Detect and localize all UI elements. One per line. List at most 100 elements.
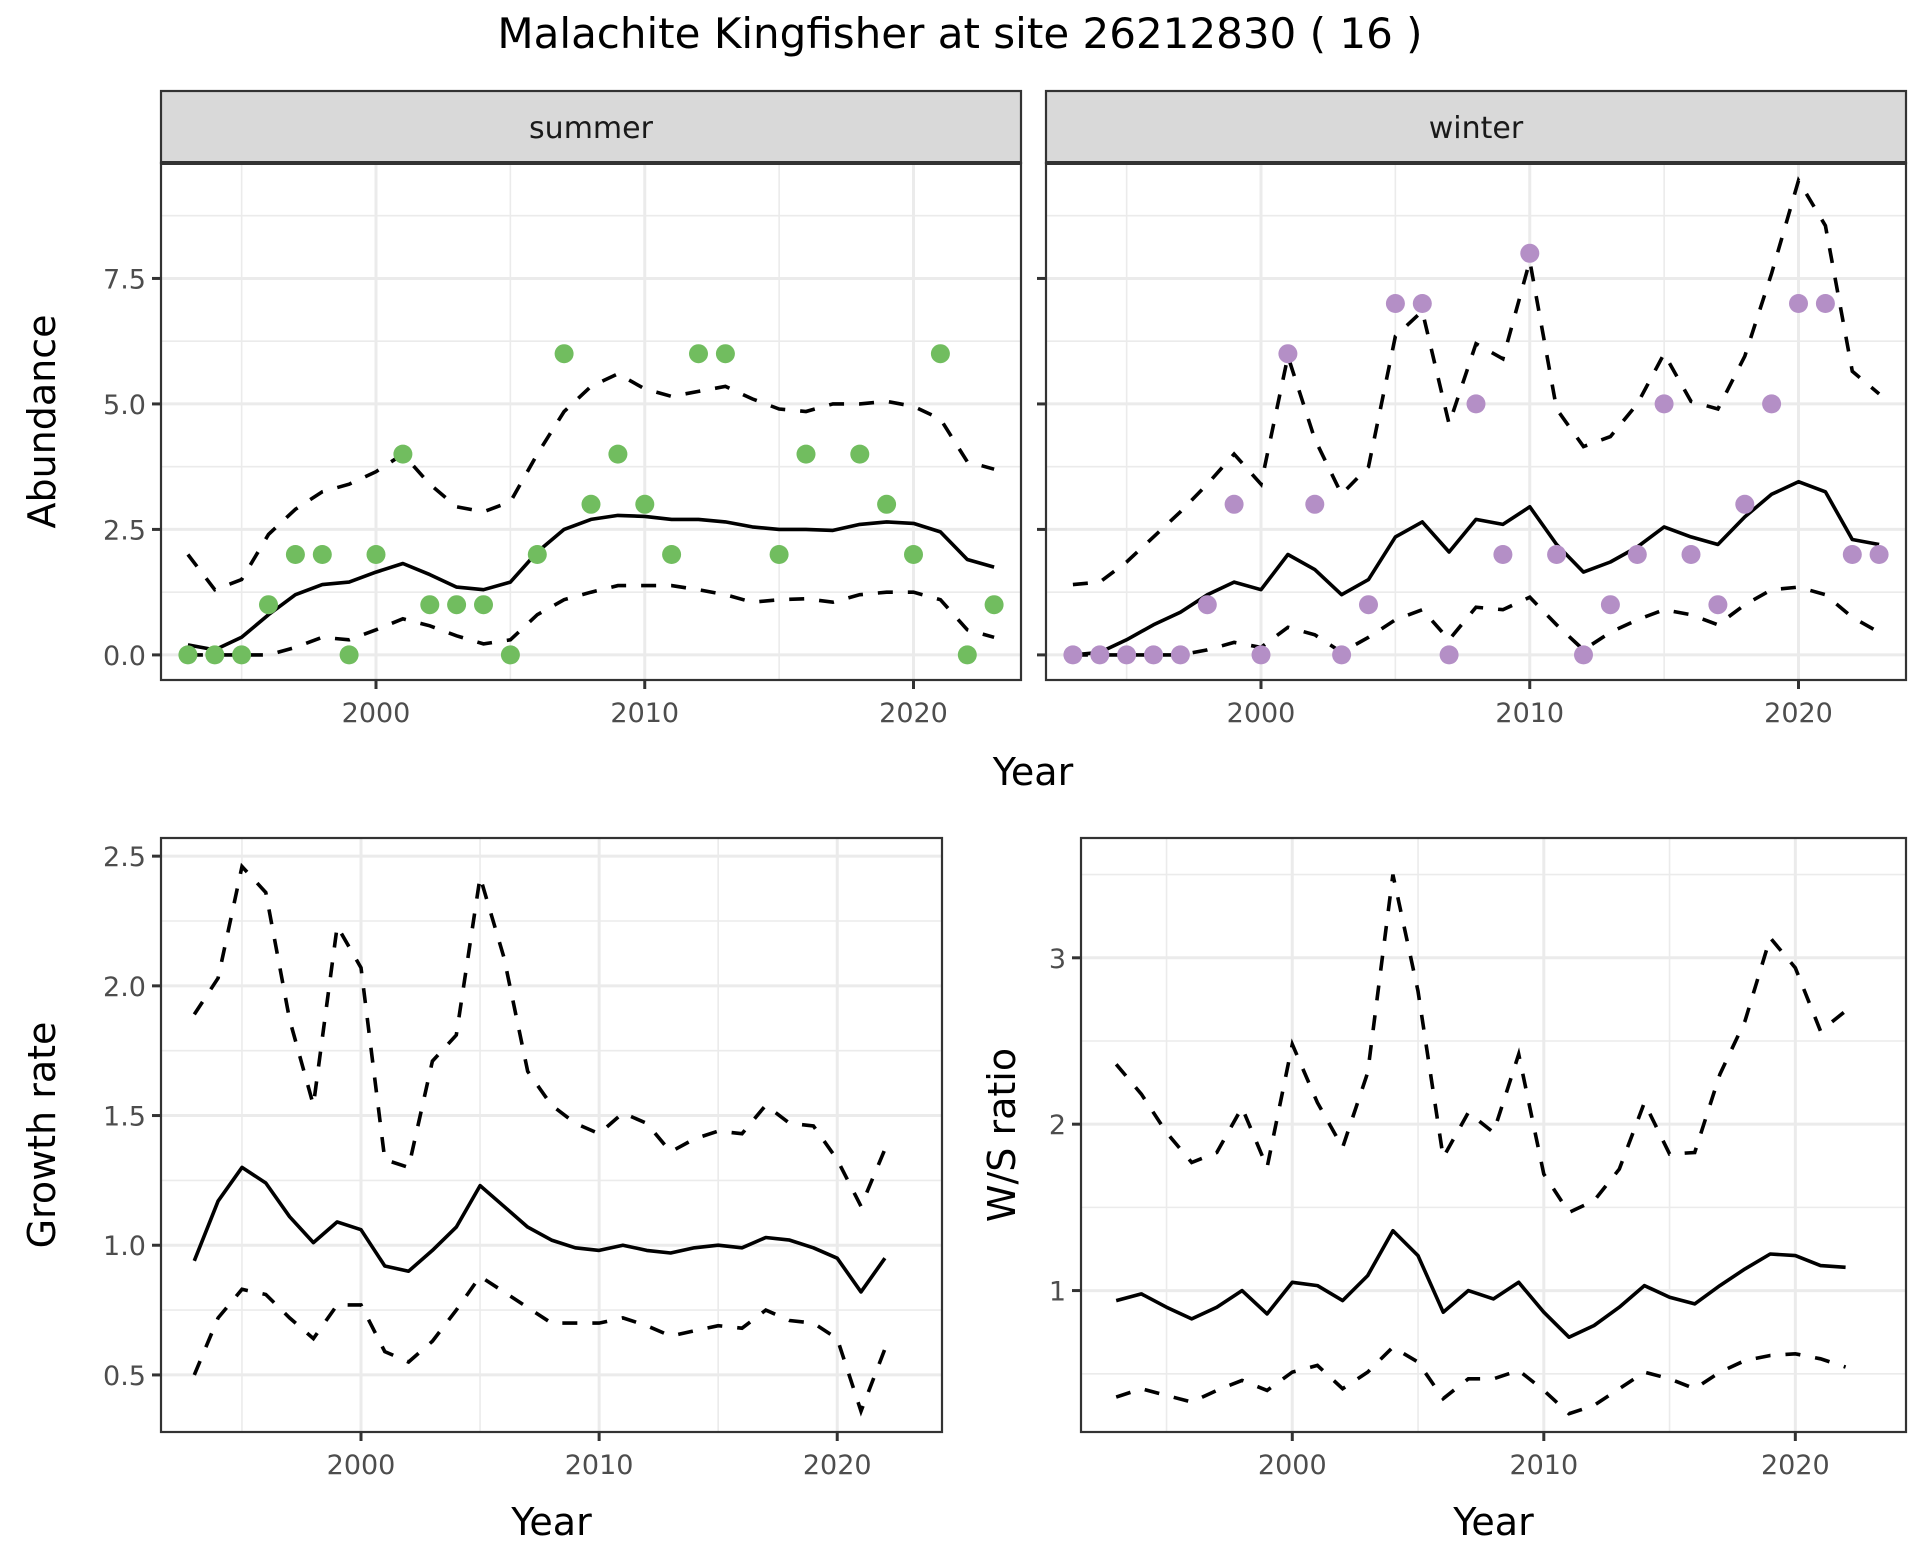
data-point [178,645,198,665]
panel-border [1079,836,1908,1434]
y-tick-label: 2.5 [103,515,146,546]
y-tick-label: 0.0 [103,641,146,672]
series-line-lower [192,1273,887,1417]
data-point [1735,494,1755,514]
data-point [1789,294,1808,313]
x-tick-label: 2000 [1227,698,1296,729]
series-line-upper [1114,874,1847,1215]
series-line-lower [187,583,995,657]
data-point [366,545,386,564]
data-point [1520,243,1540,263]
series-line-upper [192,862,887,1211]
data-point [1466,394,1486,414]
data-point [1412,294,1432,313]
data-point [1332,645,1352,665]
panel-summer: summer 2000 2010 2020 0.0 2.5 5.0 7.5 Abundance [20,89,1023,729]
y-tick-label: 3 [1049,944,1066,975]
data-point [1681,545,1701,564]
data-point [420,595,440,615]
data-point [1251,645,1271,665]
y-tick-label: 0.5 [103,1361,146,1392]
data-point [957,645,977,665]
x-tick-label: 2020 [803,1450,872,1481]
data-point [769,545,789,564]
y-axis-title: W/S ratio [980,1048,1024,1222]
y-tick-label: 2 [1049,1110,1066,1141]
panel-border [159,836,944,1434]
data-point [312,545,332,564]
data-point [447,595,467,615]
top-xaxis-title: Year [992,750,1074,794]
panel-ws_ratio: 2000 2010 2020 1 2 3 W/S ratio Year [980,836,1908,1544]
data-point [285,545,305,564]
data-point [1627,545,1647,564]
x-tick-label: 2000 [327,1450,396,1481]
data-point [1117,645,1137,665]
x-tick-label: 2020 [879,698,948,729]
x-tick-label: 2020 [1761,1450,1830,1481]
data-point [232,645,252,665]
data-point [1305,494,1325,514]
series-line-lower [1072,585,1880,657]
data-point [1493,545,1513,564]
data-point [1385,294,1405,313]
data-point [689,344,708,364]
y-tick-label: 2.5 [103,842,146,873]
series-line-estimate [1072,479,1880,657]
x-tick-label: 2010 [1509,1450,1578,1481]
x-tick-label: 2010 [610,698,679,729]
x-axis-title: Year [510,1500,592,1544]
y-axis-title: Growth rate [20,1022,64,1249]
panel-winter: winter 2000 2010 2020 [1037,89,1908,729]
data-point [850,444,870,464]
data-point [1842,545,1862,564]
data-point [930,344,950,364]
y-tick-label: 7.5 [103,264,146,295]
y-tick-label: 1.0 [103,1231,146,1262]
y-tick-label: 1 [1049,1277,1066,1308]
facet-label-summer: summer [529,111,654,146]
data-point [1224,494,1244,514]
x-tick-label: 2000 [342,698,411,729]
x-tick-label: 2020 [1764,698,1833,729]
data-point [1762,394,1782,414]
facet-label-winter: winter [1429,111,1524,146]
data-point [393,444,413,464]
data-point [1197,595,1217,615]
y-tick-label: 5.0 [103,390,146,421]
data-point [904,545,923,564]
series-line-estimate [187,513,995,652]
plot-background [1081,838,1906,1432]
x-tick-label: 2010 [565,1450,634,1481]
y-tick-label: 1.5 [103,1102,146,1133]
data-point [1574,645,1593,665]
data-point [1708,595,1728,615]
data-point [259,595,278,615]
data-point [474,595,493,615]
data-point [1063,645,1083,665]
data-point [662,545,682,564]
data-point [1359,595,1378,615]
data-point [1869,545,1889,564]
data-point [581,494,601,514]
series-line-estimate [1115,1228,1846,1339]
data-point [1600,595,1620,615]
y-axis-title: Abundance [20,314,64,528]
plot-background [161,163,1021,680]
series-line-estimate [192,1165,887,1294]
data-point [527,545,547,564]
data-point [1547,545,1567,564]
data-point [339,645,359,665]
data-point [205,645,225,665]
data-point [1090,645,1110,665]
x-tick-label: 2010 [1495,698,1564,729]
figure-title: Malachite Kingfisher at site 26212830 ( … [497,9,1422,58]
facet-strip [1044,89,1908,165]
data-point [1278,344,1298,364]
data-point [608,444,628,464]
data-point [1654,394,1674,414]
panel-growth: 2000 2010 2020 0.5 1.0 1.5 2.0 2.5 Growth rate Ye… [20,836,944,1544]
series-line-upper [186,371,995,592]
data-point [554,344,574,364]
